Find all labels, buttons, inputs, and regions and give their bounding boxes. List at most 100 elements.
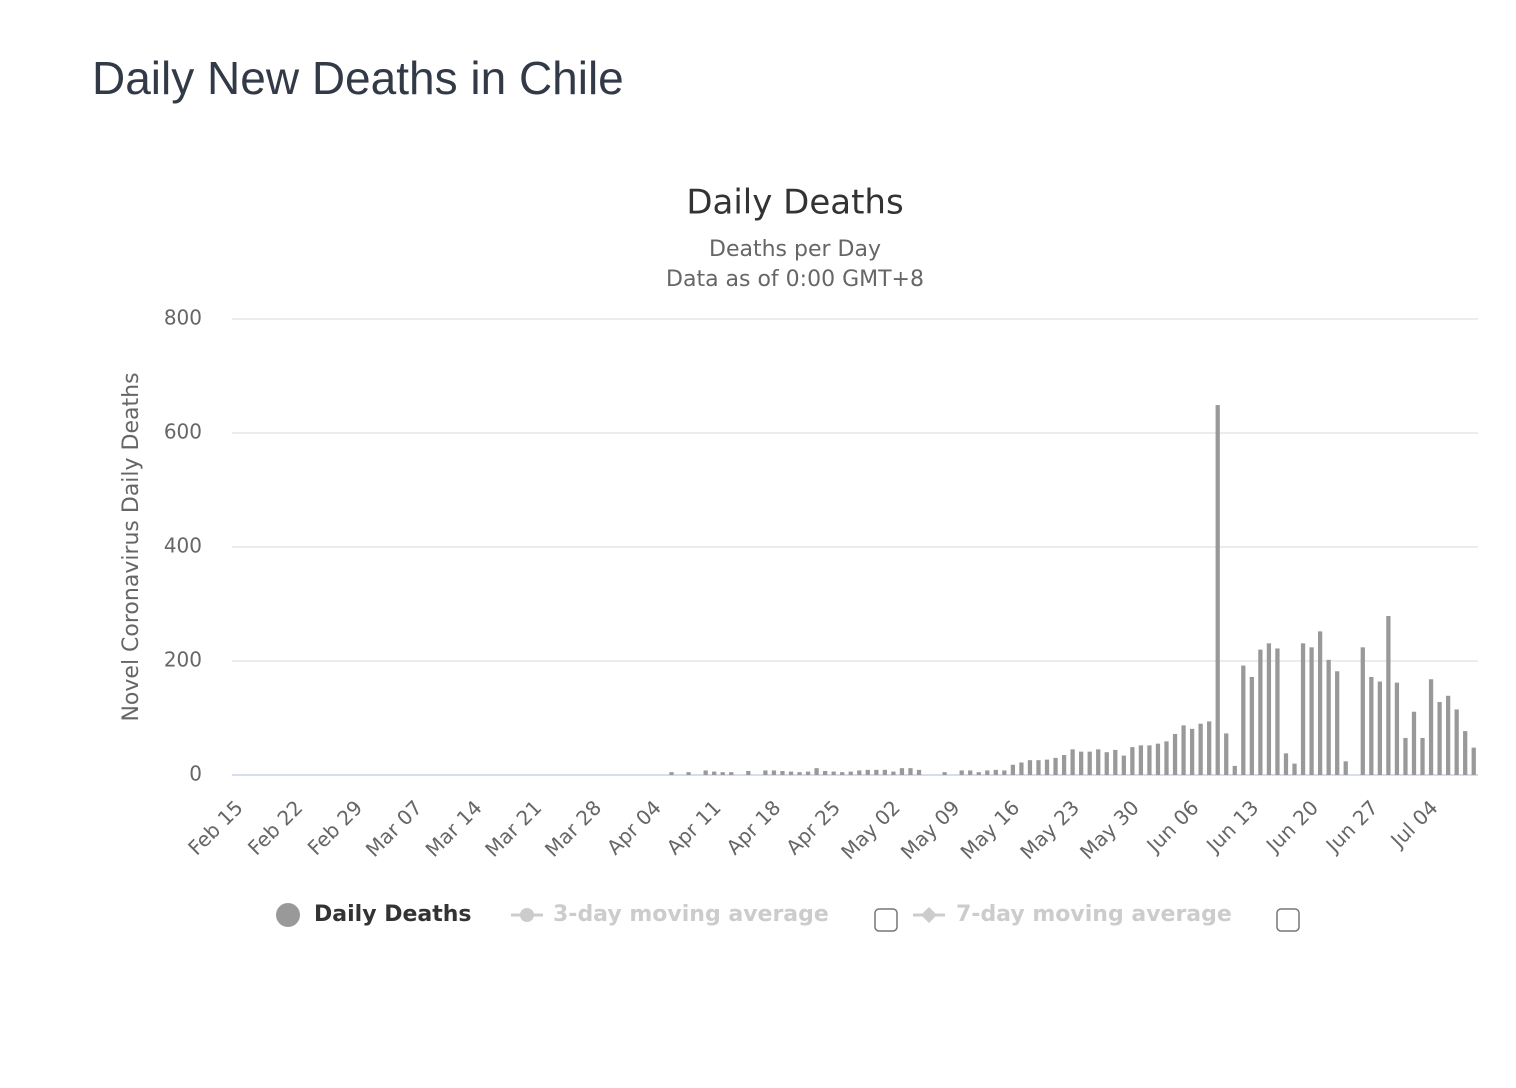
bar bbox=[1070, 749, 1075, 775]
bar bbox=[840, 772, 845, 775]
checkbox[interactable] bbox=[1276, 908, 1300, 932]
x-tick-label: Feb 22 bbox=[243, 795, 308, 860]
y-tick-label: 400 bbox=[164, 534, 202, 558]
bar bbox=[1044, 759, 1050, 775]
bar bbox=[848, 771, 853, 775]
bar bbox=[831, 771, 836, 775]
bar bbox=[1454, 709, 1459, 775]
bar bbox=[976, 772, 981, 775]
bar bbox=[1104, 752, 1109, 775]
bar bbox=[1249, 676, 1254, 775]
bar bbox=[1121, 755, 1126, 775]
bar bbox=[1241, 665, 1246, 775]
bar bbox=[1019, 762, 1024, 775]
bar bbox=[1437, 702, 1442, 775]
bar bbox=[985, 770, 990, 775]
x-tick-label: Jun 27 bbox=[1320, 795, 1383, 858]
legend-marker bbox=[276, 903, 300, 927]
y-tick-label: 0 bbox=[189, 762, 202, 786]
bar bbox=[1335, 671, 1340, 775]
bar bbox=[1445, 695, 1451, 775]
bar bbox=[1010, 764, 1016, 775]
legend-label[interactable]: 3-day moving average bbox=[553, 902, 829, 927]
bar bbox=[1343, 761, 1348, 775]
bar bbox=[686, 772, 691, 775]
x-tick-label: Apr 04 bbox=[602, 795, 666, 859]
page-title: Daily New Deaths in Chile bbox=[92, 52, 624, 104]
bar bbox=[1411, 711, 1417, 775]
bar bbox=[874, 769, 879, 775]
bar bbox=[1207, 721, 1212, 775]
bar bbox=[1420, 737, 1425, 775]
x-tick-label: Apr 11 bbox=[662, 795, 726, 859]
bar bbox=[814, 768, 819, 775]
legend-marker bbox=[921, 907, 937, 923]
x-tick-label: May 30 bbox=[1075, 795, 1144, 864]
bar bbox=[1164, 741, 1169, 775]
bar bbox=[1053, 757, 1058, 775]
bar bbox=[1130, 747, 1135, 775]
bar bbox=[1181, 725, 1186, 775]
bar bbox=[993, 769, 998, 775]
bar bbox=[1403, 737, 1408, 775]
y-tick-label: 800 bbox=[164, 306, 202, 330]
bar bbox=[1283, 753, 1289, 775]
bar bbox=[1147, 745, 1152, 775]
bar bbox=[1189, 728, 1195, 775]
x-tick-label: Feb 15 bbox=[183, 795, 248, 860]
bar bbox=[1232, 765, 1237, 775]
bar bbox=[1215, 405, 1220, 775]
bar bbox=[1292, 763, 1297, 775]
bar bbox=[1155, 743, 1161, 775]
bar bbox=[669, 772, 674, 775]
x-tick-label: Jul 04 bbox=[1385, 795, 1443, 853]
legend-marker bbox=[520, 908, 534, 922]
bar bbox=[857, 770, 862, 775]
chart-title: Daily Deaths bbox=[686, 183, 903, 223]
bar bbox=[1172, 733, 1178, 775]
bar bbox=[703, 770, 708, 775]
bar bbox=[1326, 659, 1331, 775]
chart-subtitle: Deaths per Day bbox=[709, 237, 881, 262]
bar bbox=[1096, 749, 1101, 775]
bar bbox=[1317, 631, 1323, 775]
x-tick-label: Jun 13 bbox=[1200, 795, 1263, 858]
bar bbox=[899, 768, 905, 775]
bar bbox=[1309, 647, 1314, 775]
y-tick-label: 600 bbox=[164, 420, 202, 444]
bar bbox=[805, 771, 811, 775]
bar bbox=[1079, 751, 1084, 775]
x-tick-label: May 02 bbox=[836, 795, 905, 864]
bar bbox=[1061, 755, 1067, 775]
bar bbox=[1386, 615, 1391, 775]
bar bbox=[1471, 747, 1476, 775]
bar bbox=[1027, 760, 1033, 775]
x-tick-label: May 16 bbox=[956, 795, 1025, 864]
bar bbox=[1377, 681, 1382, 775]
bar bbox=[1113, 749, 1118, 775]
bar bbox=[780, 771, 785, 775]
bar bbox=[771, 770, 777, 775]
bar bbox=[746, 771, 751, 775]
x-tick-label: Feb 29 bbox=[303, 795, 368, 860]
bar bbox=[942, 772, 947, 775]
legend-label[interactable]: 7-day moving average bbox=[956, 902, 1232, 927]
chart-subtitle: Data as of 0:00 GMT+8 bbox=[666, 267, 924, 292]
legend-label[interactable]: Daily Deaths bbox=[314, 902, 472, 927]
bar bbox=[1198, 723, 1203, 775]
bar bbox=[1394, 682, 1400, 775]
bar bbox=[763, 770, 768, 775]
x-tick-label: Mar 07 bbox=[361, 795, 427, 861]
bar bbox=[720, 772, 725, 775]
bar bbox=[729, 772, 734, 775]
bar bbox=[908, 768, 913, 775]
bar bbox=[797, 772, 802, 775]
x-tick-label: Apr 25 bbox=[781, 795, 845, 859]
bar bbox=[1266, 643, 1272, 775]
checkbox[interactable] bbox=[874, 908, 898, 932]
x-tick-label: Apr 18 bbox=[721, 795, 785, 859]
bar bbox=[1036, 760, 1041, 775]
bar bbox=[916, 769, 922, 775]
x-tick-label: May 09 bbox=[896, 795, 965, 864]
